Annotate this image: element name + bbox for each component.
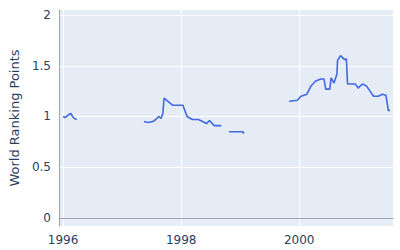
svg-text:1.5: 1.5 [32, 59, 51, 73]
svg-text:1998: 1998 [166, 233, 197, 247]
svg-text:World Ranking Points: World Ranking Points [7, 49, 22, 186]
svg-text:2000: 2000 [284, 233, 315, 247]
svg-text:1: 1 [43, 109, 51, 123]
svg-text:2: 2 [43, 8, 51, 22]
svg-text:0: 0 [43, 211, 51, 225]
svg-text:0.5: 0.5 [32, 160, 51, 174]
svg-text:1996: 1996 [48, 233, 79, 247]
